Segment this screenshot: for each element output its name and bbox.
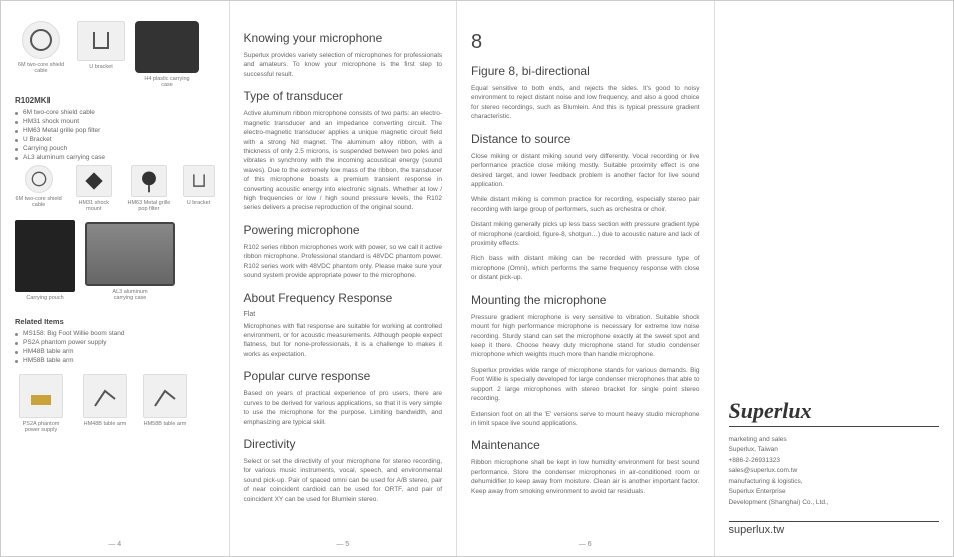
body-text: Based on years of practical experience o… bbox=[244, 389, 443, 427]
item-label: PS2A phantom power supply bbox=[15, 421, 67, 433]
body-text: Distant miking generally picks up less b… bbox=[471, 220, 699, 248]
section-heading: Powering microphone bbox=[244, 223, 443, 237]
body-text: Close miking or distant miking sound ver… bbox=[471, 152, 699, 190]
item-cable: 6M two-core shield cable bbox=[15, 21, 67, 88]
company-line: manufacturing & logistics, bbox=[729, 477, 940, 486]
section-heading: Distance to source bbox=[471, 132, 699, 146]
company-lines: marketing and sales Superlux, Taiwan +88… bbox=[729, 435, 940, 507]
section-heading: Maintenance bbox=[471, 438, 699, 452]
list-item: HM31 shock mount bbox=[15, 118, 215, 125]
item-pouch: Carrying pouch bbox=[15, 220, 75, 301]
list-item: PS2A phantom power supply bbox=[15, 339, 215, 346]
body-text: Microphones with flat response are suita… bbox=[244, 322, 443, 360]
section-heading: About Frequency Response bbox=[244, 291, 443, 305]
item-alucase: AL3 aluminum carrying case bbox=[85, 222, 175, 301]
article-column-2: 8 Figure 8, bi-directional Equal sensiti… bbox=[456, 1, 713, 556]
body-text: Ribbon microphone shall be kept in low h… bbox=[471, 458, 699, 496]
pouch-icon bbox=[15, 220, 75, 292]
body-text: Extension foot on all the 'E' versions s… bbox=[471, 410, 699, 429]
item-hm58b: HM58B table arm bbox=[143, 374, 187, 433]
body-text: R102 series ribbon microphones work with… bbox=[244, 243, 443, 281]
brand-logo: Superlux bbox=[729, 398, 940, 427]
subheading: Flat bbox=[244, 311, 443, 318]
item-cable: 6M two-core shield cable bbox=[15, 165, 62, 212]
case-icon bbox=[135, 21, 199, 73]
company-info: Superlux marketing and sales Superlux, T… bbox=[729, 398, 940, 536]
list-item: HM63 Metal grille pop filter bbox=[15, 127, 215, 134]
item-label: U bracket bbox=[187, 200, 211, 206]
article-column-1: Knowing your microphone Superlux provide… bbox=[229, 1, 457, 556]
accessory-row-1: 6M two-core shield cable U bracket H4 pl… bbox=[15, 21, 215, 88]
accessories-column: 6M two-core shield cable U bracket H4 pl… bbox=[1, 1, 229, 556]
figure-number: 8 bbox=[471, 31, 699, 54]
list-item: MS158: Big Foot Willie boom stand bbox=[15, 330, 215, 337]
website-url: superlux.tw bbox=[729, 521, 940, 536]
item-label: 6M two-core shield cable bbox=[15, 196, 62, 208]
item-label: U bracket bbox=[89, 64, 113, 70]
accessory-row-3: Carrying pouch AL3 aluminum carrying cas… bbox=[15, 220, 215, 301]
body-text: Pressure gradient microphone is very sen… bbox=[471, 313, 699, 360]
list-item: U Bracket bbox=[15, 136, 215, 143]
item-label: HM48B table arm bbox=[84, 421, 127, 427]
section-heading: Type of transducer bbox=[244, 89, 443, 103]
body-text: Active aluminum ribbon microphone consis… bbox=[244, 109, 443, 213]
list-item: HM58B table arm bbox=[15, 357, 215, 364]
body-text: Rich bass with distant miking can be rec… bbox=[471, 254, 699, 282]
item-case: H4 plastic carrying case bbox=[135, 21, 199, 88]
item-ubracket: U bracket bbox=[183, 165, 215, 212]
model-name: R102MKⅡ bbox=[15, 96, 215, 105]
section-heading: Knowing your microphone bbox=[244, 31, 443, 45]
brand-column: Superlux marketing and sales Superlux, T… bbox=[714, 1, 954, 556]
item-label: HM31 shock mount bbox=[72, 200, 115, 212]
list-item: AL3 aluminum carrying case bbox=[15, 154, 215, 161]
included-list: 6M two-core shield cable HM31 shock moun… bbox=[15, 109, 215, 161]
section-heading: Figure 8, bi-directional bbox=[471, 64, 699, 78]
list-item: 6M two-core shield cable bbox=[15, 109, 215, 116]
list-item: HM48B table arm bbox=[15, 348, 215, 355]
section-heading: Popular curve response bbox=[244, 369, 443, 383]
body-text: Equal sensitive to both ends, and reject… bbox=[471, 84, 699, 122]
item-label: H4 plastic carrying case bbox=[141, 76, 193, 88]
company-line: Superlux, Taiwan bbox=[729, 445, 940, 454]
company-line: +886-2-26931323 bbox=[729, 456, 940, 465]
accessory-row-4: PS2A phantom power supply HM48B table ar… bbox=[15, 374, 215, 433]
body-text: Superlux provides wide range of micropho… bbox=[471, 366, 699, 404]
related-list: MS158: Big Foot Willie boom stand PS2A p… bbox=[15, 330, 215, 364]
item-label: HM58B table arm bbox=[144, 421, 187, 427]
company-line: Superlux Enterprise bbox=[729, 487, 940, 496]
item-label: 6M two-core shield cable bbox=[15, 62, 67, 74]
item-shockmount: HM31 shock mount bbox=[72, 165, 115, 212]
item-label: HM63 Metal grille pop filter bbox=[125, 200, 172, 212]
related-heading: Related Items bbox=[15, 317, 215, 326]
company-line: Development (Shanghai) Co., Ltd., bbox=[729, 498, 940, 507]
section-heading: Mounting the microphone bbox=[471, 293, 699, 307]
body-text: Superlux provides variety selection of m… bbox=[244, 51, 443, 79]
accessory-row-2: 6M two-core shield cable HM31 shock moun… bbox=[15, 165, 215, 212]
company-line: sales@superlux.com.tw bbox=[729, 466, 940, 475]
item-ubracket: U bracket bbox=[77, 21, 125, 88]
alucase-icon bbox=[85, 222, 175, 286]
section-heading: Directivity bbox=[244, 437, 443, 451]
item-popfilter: HM63 Metal grille pop filter bbox=[125, 165, 172, 212]
item-label: AL3 aluminum carrying case bbox=[104, 289, 156, 301]
page-number: — 4 bbox=[108, 541, 121, 548]
item-ps2a: PS2A phantom power supply bbox=[15, 374, 67, 433]
body-text: While distant miking is common practice … bbox=[471, 195, 699, 214]
page-number: — 6 bbox=[579, 541, 592, 548]
item-hm48b: HM48B table arm bbox=[83, 374, 127, 433]
company-line: marketing and sales bbox=[729, 435, 940, 444]
list-item: Carrying pouch bbox=[15, 145, 215, 152]
page-number: — 5 bbox=[336, 541, 349, 548]
body-text: Select or set the directivity of your mi… bbox=[244, 457, 443, 504]
item-label: Carrying pouch bbox=[26, 295, 63, 301]
